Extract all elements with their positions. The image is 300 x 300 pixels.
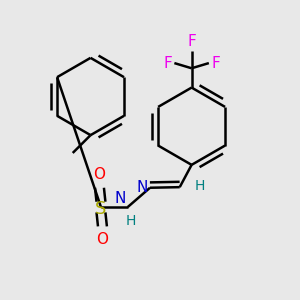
Text: O: O [94, 167, 106, 182]
Text: F: F [187, 34, 196, 49]
Text: N: N [137, 180, 148, 195]
Text: F: F [211, 56, 220, 70]
Text: H: H [125, 214, 136, 229]
Text: O: O [96, 232, 108, 247]
Text: N: N [115, 191, 126, 206]
Text: F: F [163, 56, 172, 70]
Text: S: S [95, 200, 106, 217]
Text: H: H [195, 179, 205, 193]
